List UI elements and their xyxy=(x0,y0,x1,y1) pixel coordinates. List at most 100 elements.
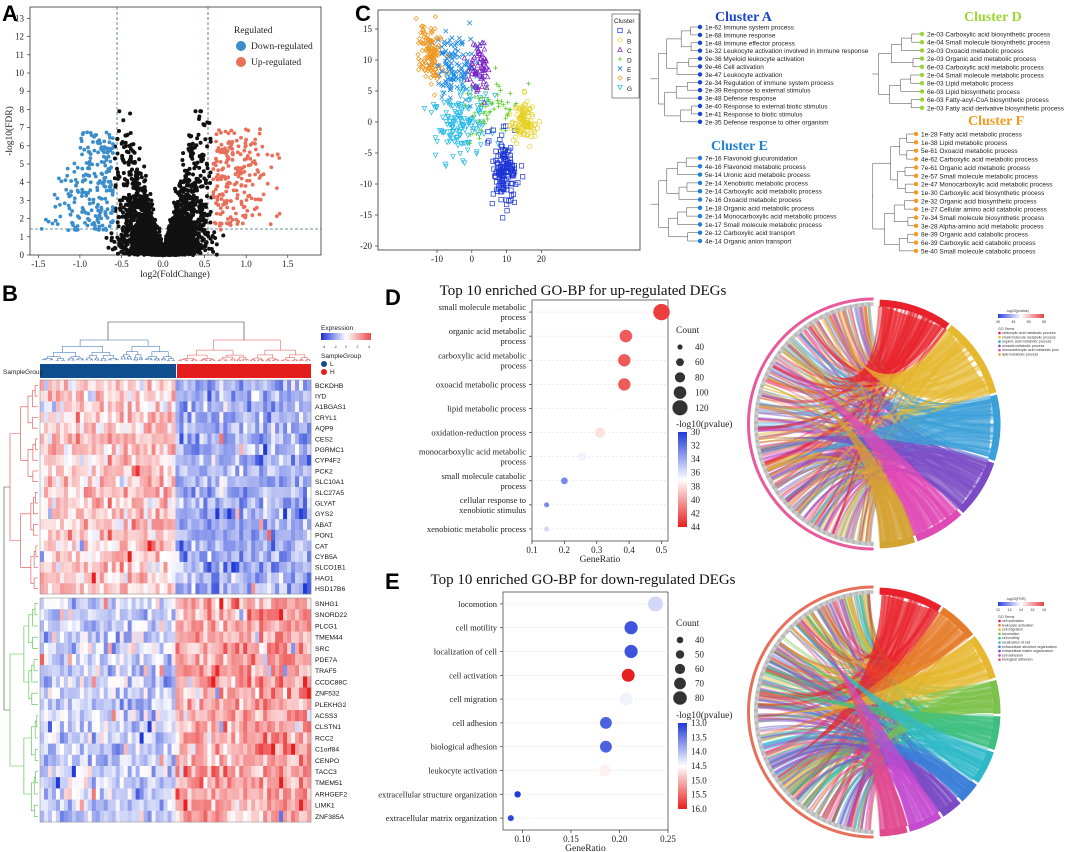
heatmap-cell xyxy=(267,551,272,563)
down-point xyxy=(55,196,60,201)
heatmap-cell xyxy=(67,401,73,413)
ns-point xyxy=(148,192,153,196)
heatmap-cell xyxy=(75,422,81,434)
heatmap-cell xyxy=(179,454,184,466)
down-point xyxy=(88,188,93,193)
heatmap-cell xyxy=(71,487,77,498)
heatmap-cell xyxy=(43,609,49,621)
heatmap-cell xyxy=(40,620,45,632)
heatmap-cell xyxy=(55,609,61,621)
ns-point xyxy=(210,240,215,245)
heatmap-cell xyxy=(135,609,140,621)
heatmap-cell xyxy=(103,401,109,413)
heatmap-cell xyxy=(271,465,276,477)
dendro-branch xyxy=(100,359,103,361)
heatmap-cell xyxy=(179,598,184,610)
heatmap-cell xyxy=(163,631,168,644)
heatmap-cell xyxy=(167,433,172,445)
heatmap-cell xyxy=(111,508,117,520)
heatmap-cell xyxy=(111,422,117,434)
heatmap-cell xyxy=(159,642,164,655)
heatmap-cell xyxy=(147,465,152,477)
heatmap-cell xyxy=(231,551,236,563)
heatmap-cell xyxy=(255,540,260,552)
heatmap-cell xyxy=(271,390,276,402)
down-point xyxy=(72,200,77,205)
heatmap-cell xyxy=(195,508,200,520)
heatmap-cell xyxy=(143,572,148,584)
heatmap-cell xyxy=(271,561,276,573)
heatmap-cell xyxy=(291,401,296,413)
heatmap-cell xyxy=(143,598,148,610)
dendro-branch xyxy=(140,358,143,361)
heatmap-cell xyxy=(239,620,244,632)
ns-point xyxy=(113,245,118,250)
heatmap-cell xyxy=(283,519,288,531)
heatmap-cell xyxy=(87,487,93,498)
heatmap-cell xyxy=(231,609,236,621)
heatmap-cell xyxy=(259,551,264,563)
dendro-branch xyxy=(264,349,296,355)
down-point xyxy=(81,178,86,183)
heatmap-cell xyxy=(295,561,300,573)
heatmap-cell xyxy=(127,454,132,466)
down-point xyxy=(105,207,110,212)
heatmap-cell xyxy=(83,631,89,644)
heatmap-cell xyxy=(119,497,124,509)
heatmap-cell xyxy=(223,508,228,520)
up-point xyxy=(215,177,220,182)
down-point xyxy=(75,224,80,228)
dendro-branch xyxy=(171,360,175,361)
heatmap-cell xyxy=(231,497,236,509)
ns-point xyxy=(128,195,133,200)
ns-point xyxy=(138,171,143,176)
dendro-branch xyxy=(53,352,76,357)
heatmap-cell xyxy=(223,497,228,509)
heatmap-cell xyxy=(83,654,89,666)
heatmap-cell xyxy=(263,609,268,621)
ns-point xyxy=(191,172,195,177)
heatmap-cell xyxy=(111,572,117,584)
down-point xyxy=(93,174,98,179)
ns-point xyxy=(138,230,143,235)
heatmap-cell xyxy=(187,422,192,434)
heatmap-cell xyxy=(207,465,212,477)
heatmap-cell xyxy=(255,390,260,402)
heatmap-cell xyxy=(119,444,124,456)
heatmap-cell xyxy=(279,609,284,621)
heatmap-cell xyxy=(267,642,272,655)
ns-point xyxy=(199,198,203,203)
dendro-branch xyxy=(150,359,153,361)
ns-point xyxy=(118,202,123,207)
heatmap-cell xyxy=(247,476,252,488)
ns-point xyxy=(138,220,143,225)
dendro-branch xyxy=(50,359,54,361)
up-point xyxy=(224,150,229,155)
heatmap-cell xyxy=(259,598,264,610)
heatmap-cell xyxy=(40,583,45,595)
heatmap-cell xyxy=(223,412,228,424)
down-point xyxy=(92,221,96,226)
heatmap-cell xyxy=(303,476,308,488)
ns-point xyxy=(120,198,125,203)
heatmap-cell xyxy=(179,401,184,413)
heatmap-cell xyxy=(43,598,49,610)
heatmap-cell xyxy=(59,642,65,655)
ns-point xyxy=(180,231,185,236)
heatmap-cell xyxy=(143,529,148,541)
heatmap-cell xyxy=(223,540,228,552)
heatmap-cell xyxy=(287,476,292,488)
heatmap-cell xyxy=(263,476,268,488)
heatmap-cell xyxy=(99,422,105,434)
row-branch xyxy=(33,577,36,589)
down-point xyxy=(103,212,108,217)
heatmap-cell xyxy=(191,572,196,584)
heatmap-cell xyxy=(51,487,57,498)
heatmap-cell xyxy=(243,540,248,552)
up-point xyxy=(245,208,250,213)
heatmap-cell xyxy=(47,529,53,541)
heatmap-cell xyxy=(95,551,101,563)
heatmap-cell xyxy=(191,401,196,413)
heatmap-cell xyxy=(179,497,184,509)
heatmap-cell xyxy=(299,465,304,477)
